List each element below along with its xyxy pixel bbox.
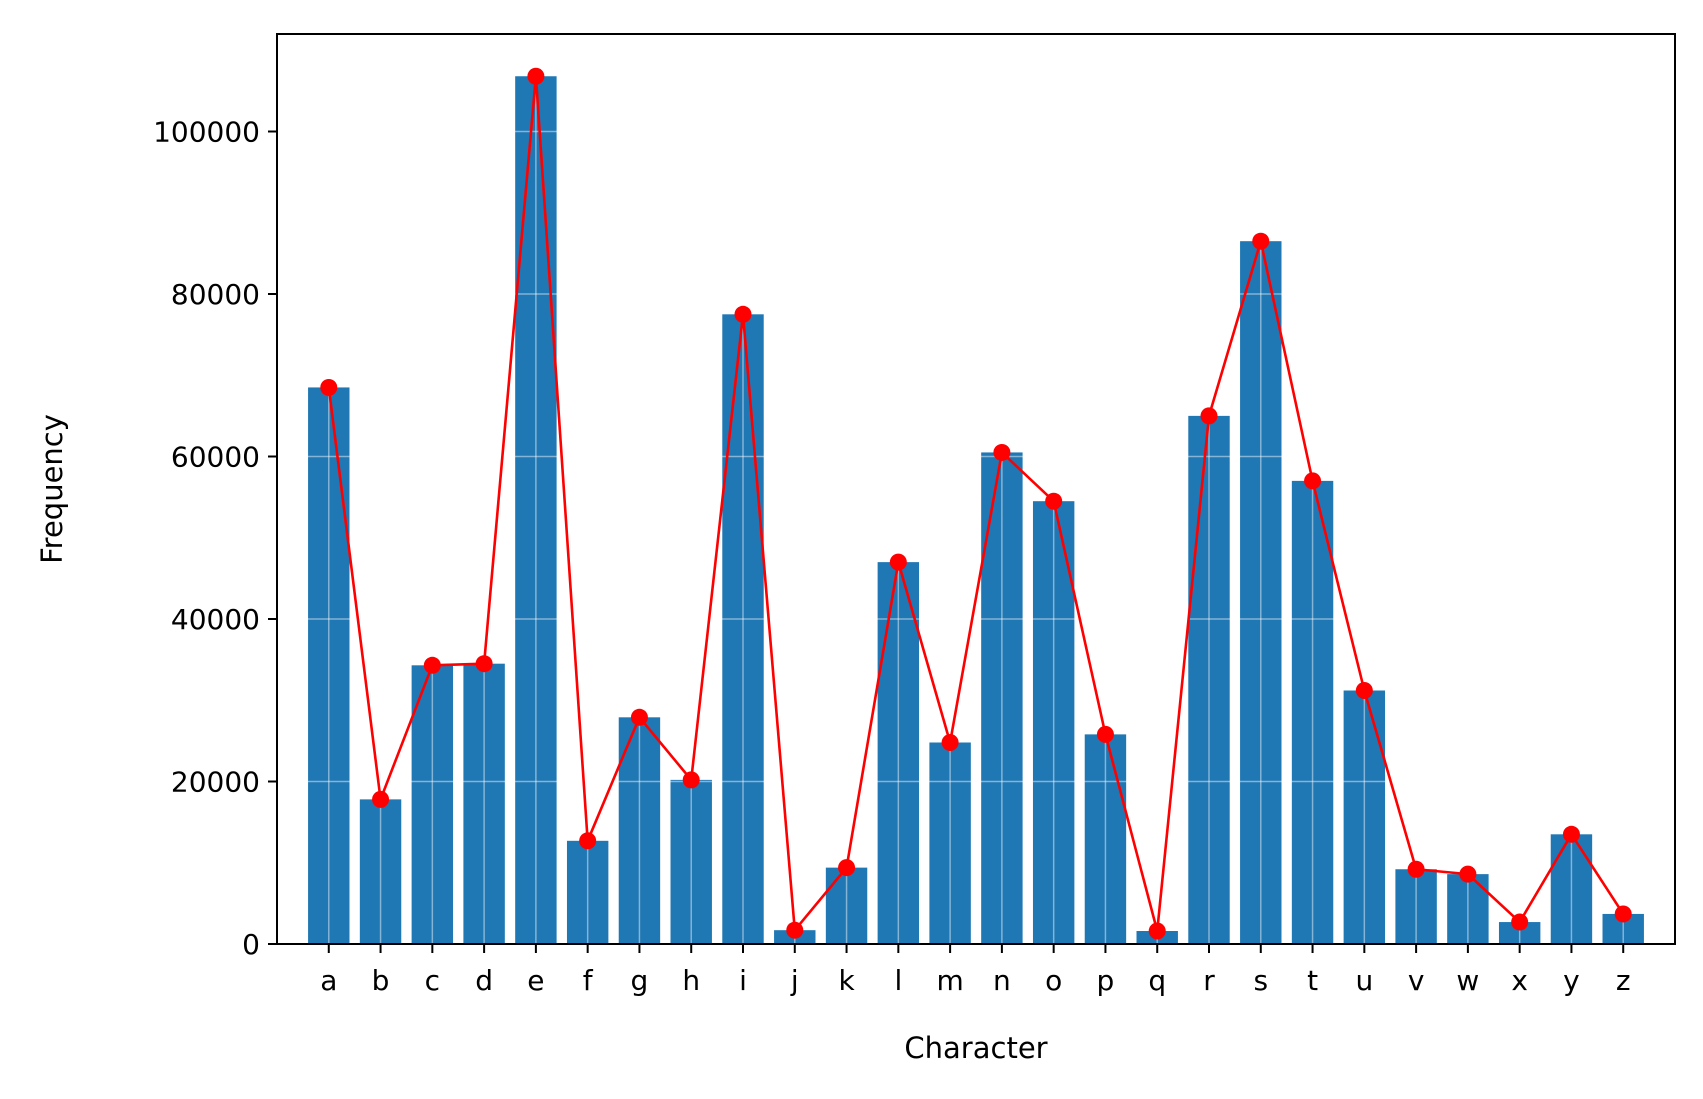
bar-k <box>825 867 868 945</box>
x-tick-label-a: a <box>320 964 337 997</box>
line-point-v <box>1407 860 1425 878</box>
x-tick-label-u: u <box>1355 964 1373 997</box>
ticks: 0 20000 40000 60000 80000 100000 a b c d e f g h i j k l m… <box>153 116 1630 998</box>
x-tick-label-h: h <box>682 964 700 997</box>
bar-s <box>1240 241 1282 944</box>
bar-o <box>1032 501 1075 944</box>
x-tick-label-w: w <box>1456 964 1479 997</box>
axes <box>276 33 1676 945</box>
line-point-w <box>1459 865 1477 883</box>
bar-d <box>463 663 505 944</box>
y-tick-label: 20000 <box>171 766 260 799</box>
line-point-t <box>1304 472 1322 490</box>
bar-h <box>670 779 712 945</box>
bar-v <box>1395 869 1437 944</box>
line-point-y <box>1562 825 1580 843</box>
y-tick-label: 80000 <box>171 278 260 311</box>
x-tick-label-v: v <box>1408 964 1425 997</box>
bar-i <box>722 314 764 944</box>
y-tick-label: 0 <box>242 928 260 961</box>
x-tick-label-t: t <box>1307 964 1318 997</box>
x-tick-label-k: k <box>838 964 855 997</box>
line-point-j <box>786 921 804 939</box>
line-point-q <box>1148 922 1166 940</box>
line-point-p <box>1096 725 1114 743</box>
bar-m <box>929 742 971 944</box>
x-tick-label-e: e <box>527 964 544 997</box>
line-point-x <box>1511 913 1529 931</box>
line-point-i <box>734 305 752 323</box>
line-point-g <box>630 708 648 726</box>
x-tick-label-y: y <box>1563 964 1580 997</box>
line-series <box>320 67 1632 940</box>
line-point-u <box>1355 682 1373 699</box>
line-point-e <box>527 67 545 85</box>
x-tick-label-f: f <box>583 964 594 997</box>
line-point-o <box>1045 492 1063 510</box>
line-point-a <box>320 378 338 396</box>
x-tick-label-i: i <box>739 964 747 997</box>
bar-c <box>411 665 454 944</box>
x-tick-label-q: q <box>1148 964 1166 997</box>
line-point-f <box>579 832 597 850</box>
x-tick-label-o: o <box>1045 964 1062 997</box>
y-tick-label: 100000 <box>153 116 260 149</box>
y-tick-label: 40000 <box>171 603 260 636</box>
line-point-z <box>1614 905 1632 923</box>
x-tick-label-m: m <box>936 964 963 997</box>
line-point-k <box>838 859 856 877</box>
y-tick-label: 60000 <box>171 441 260 474</box>
bar-p <box>1084 734 1127 945</box>
bar-u <box>1343 690 1386 944</box>
bar-f <box>566 840 609 944</box>
bar-y <box>1550 834 1593 944</box>
line-point-s <box>1252 232 1270 250</box>
line-point-c <box>423 656 441 674</box>
line-point-l <box>889 553 907 571</box>
x-tick-label-c: c <box>425 964 440 997</box>
bar-x <box>1498 922 1541 944</box>
bar-g <box>618 717 661 944</box>
x-tick-label-n: n <box>993 964 1011 997</box>
bar-a <box>308 387 350 944</box>
bar-r <box>1188 415 1230 945</box>
bar-series <box>308 76 1644 945</box>
line-point-h <box>682 771 700 789</box>
line-point-r <box>1200 407 1218 425</box>
x-tick-label-l: l <box>894 964 902 997</box>
bar-b <box>359 799 402 945</box>
x-tick-label-x: x <box>1511 964 1528 997</box>
x-tick-label-p: p <box>1097 964 1115 997</box>
x-tick-label-d: d <box>475 964 493 997</box>
x-tick-label-s: s <box>1253 964 1268 997</box>
grid-overlay <box>277 34 1675 944</box>
x-tick-label-g: g <box>631 964 649 997</box>
x-tick-label-z: z <box>1616 964 1631 997</box>
line-point-n <box>993 443 1011 461</box>
x-axis-title: Character <box>904 1031 1047 1065</box>
x-tick-label-b: b <box>372 964 390 997</box>
plot-frame <box>276 33 1676 945</box>
x-tick-label-j: j <box>790 964 799 997</box>
line-point-d <box>475 655 493 673</box>
line-point-m <box>941 734 959 751</box>
y-axis-title: Frequency <box>35 414 69 564</box>
line-point-b <box>372 790 390 808</box>
bar-l <box>877 562 920 945</box>
frequency-line <box>327 74 1625 933</box>
x-tick-label-r: r <box>1203 964 1215 997</box>
bar-t <box>1291 480 1334 944</box>
